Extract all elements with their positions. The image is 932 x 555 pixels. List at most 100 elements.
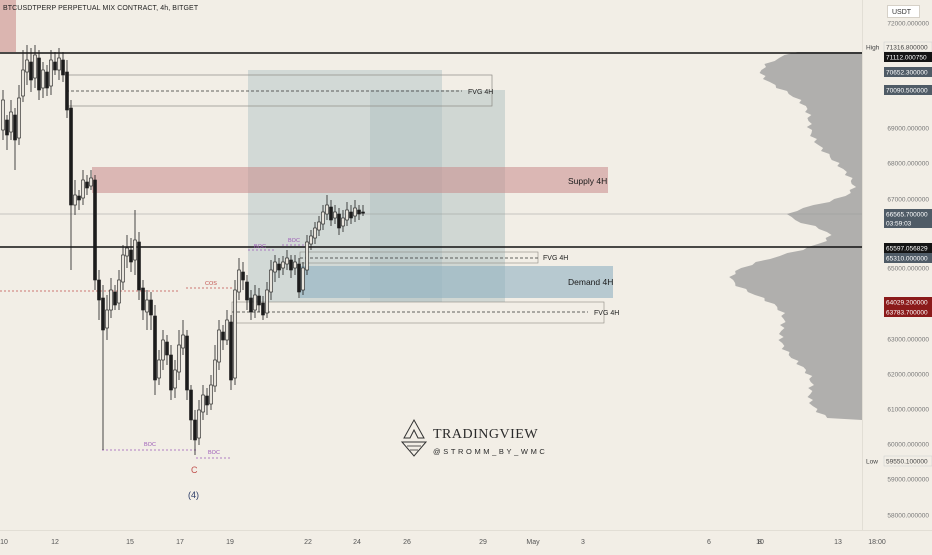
candle-body (109, 289, 113, 311)
time-tick: 8 (758, 539, 762, 546)
candle-body (25, 59, 29, 73)
price-label-badge (884, 253, 932, 263)
chart-title: BTCUSDTPERP PERPETUAL MIX CONTRACT, 4h, … (3, 5, 199, 12)
price-label-value: 65310.000000 (886, 256, 928, 263)
candle-body (233, 289, 237, 379)
candle-body (37, 57, 41, 91)
candle-body (217, 329, 221, 363)
time-tick: 26 (403, 539, 411, 546)
candle-body (285, 257, 289, 265)
candle-body (257, 295, 261, 306)
price-tick: 61000.000000 (887, 407, 929, 414)
currency-selector[interactable]: USDT (887, 5, 920, 18)
candle-body (237, 269, 241, 293)
candle-body (333, 211, 337, 219)
candle-body (125, 247, 129, 257)
price-label-badge (884, 297, 932, 307)
candle-body (77, 195, 81, 201)
candle-body (85, 181, 89, 189)
price-label-value: 03:59:03 (886, 221, 912, 228)
time-tick: 15 (126, 539, 134, 546)
fvg-mid-label: FVG 4H (543, 255, 568, 262)
candle-body (165, 341, 169, 356)
price-chart[interactable]: FVG 4H Supply 4H Demand 4H FVG 4H FVG 4H… (0, 0, 862, 530)
time-tick: 12 (51, 539, 59, 546)
chart-area[interactable]: FVG 4H Supply 4H Demand 4H FVG 4H FVG 4H… (0, 0, 862, 530)
price-tick: 72000.000000 (887, 21, 929, 28)
candle-body (61, 59, 65, 76)
candle-body (105, 309, 109, 329)
candle-body (265, 289, 269, 314)
candle-body (53, 61, 57, 71)
candle-body (5, 119, 9, 136)
candle-body (273, 261, 277, 273)
candle-body (205, 395, 209, 406)
candle-body (117, 279, 121, 304)
wave-c-label: C (191, 465, 198, 475)
supply-zone (92, 167, 608, 193)
candle-body (357, 209, 361, 215)
price-tick: 63000.000000 (887, 337, 929, 344)
price-label-value: 65597.056829 (886, 246, 928, 253)
candle-body (253, 294, 257, 311)
tradingview-logo-icon (400, 418, 428, 457)
price-tick: 65000.000000 (887, 266, 929, 273)
candle-body (361, 211, 365, 214)
price-tick: 68000.000000 (887, 161, 929, 168)
price-tick: 62000.000000 (887, 372, 929, 379)
price-label-value: 71316.800000 (886, 45, 928, 52)
candle-body (9, 111, 13, 133)
candle-body (157, 359, 161, 379)
watermark: TRADINGVIEW @STROMM_BY_WMC (400, 418, 545, 457)
price-axis-scale[interactable]: 72000.000000 69000.000000 68000.000000 6700… (861, 0, 932, 530)
cos-label: COS (205, 281, 217, 287)
candle-body (173, 369, 177, 389)
session-highlight (0, 0, 16, 52)
candle-body (113, 291, 117, 306)
time-axis[interactable]: 10 12 15 17 19 22 24 26 29 May 3 6 8 10 13 18:00 (0, 529, 932, 550)
candle-body (29, 61, 33, 81)
demand-zone (300, 266, 613, 298)
candle-body (21, 69, 25, 97)
candle-body (229, 321, 233, 381)
time-tick: 3 (581, 539, 585, 546)
price-label-value: 70090.500000 (886, 88, 928, 95)
time-tick: 10 (0, 539, 8, 546)
candle-body (193, 419, 197, 441)
candle-body (349, 211, 353, 219)
candle-body (13, 114, 17, 141)
demand-label: Demand 4H (568, 277, 613, 287)
candle-body (293, 261, 297, 269)
price-tick: 58000.000000 (887, 513, 929, 520)
candle-body (249, 297, 253, 313)
wave-4-label: (4) (188, 490, 199, 500)
volume-profile-bars (729, 52, 862, 420)
candle-body (309, 235, 313, 245)
candle-body (325, 204, 329, 215)
candle-body (181, 334, 185, 349)
candle-body (93, 179, 97, 281)
supply-label: Supply 4H (568, 176, 607, 186)
candle-body (41, 69, 45, 89)
price-label-badge (884, 307, 932, 317)
candle-body (313, 227, 317, 239)
price-label-value: 71112.000750 (886, 55, 927, 62)
candle-body (301, 267, 305, 291)
candle-body (317, 221, 321, 231)
boc-bottom-label: BOC (208, 450, 220, 456)
price-label-badge (884, 209, 932, 219)
price-label-badge (884, 52, 932, 62)
candle-body (353, 207, 357, 217)
candle-body (185, 335, 189, 391)
candle-body (45, 71, 49, 89)
time-tick: 17 (176, 539, 184, 546)
price-label-badge (884, 243, 932, 253)
time-tick: 6 (707, 539, 711, 546)
time-axis-scale[interactable]: 10 12 15 17 19 22 24 26 29 May 3 6 810 13 18:00 (0, 529, 932, 550)
candle-body (141, 287, 145, 311)
time-tick: 10 (756, 539, 764, 546)
candle-body (269, 269, 273, 293)
candlesticks (1, 45, 365, 455)
price-axis[interactable]: 72000.000000 69000.000000 68000.000000 6700… (861, 0, 932, 530)
candle-body (225, 319, 229, 341)
